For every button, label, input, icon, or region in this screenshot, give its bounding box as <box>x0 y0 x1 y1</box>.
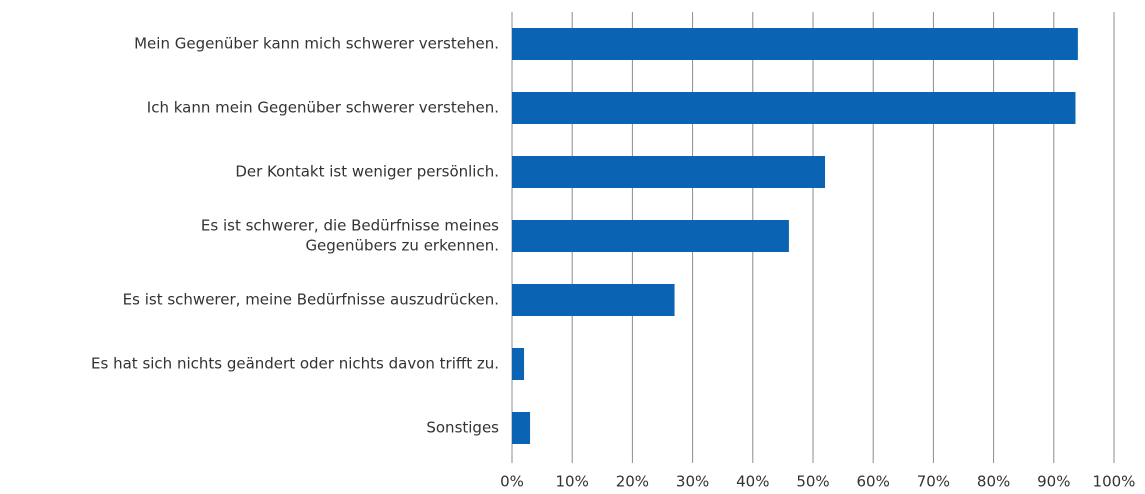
x-tick-label: 40% <box>736 473 769 491</box>
x-tick-label: 50% <box>796 473 829 491</box>
bar <box>512 348 525 380</box>
x-tick-label: 0% <box>500 473 524 491</box>
category-label: Es ist schwerer, die Bedürfnisse meines <box>201 217 499 235</box>
bar <box>512 156 826 188</box>
category-label: Es hat sich nichts geändert oder nichts … <box>91 355 499 373</box>
x-tick-label: 20% <box>616 473 649 491</box>
x-tick-label: 80% <box>977 473 1010 491</box>
bar <box>512 220 789 252</box>
category-label: Gegenübers zu erkennen. <box>305 237 499 255</box>
x-tick-label: 100% <box>1093 473 1136 491</box>
bar <box>512 28 1078 60</box>
category-label: Sonstiges <box>426 419 499 437</box>
bar <box>512 412 531 444</box>
x-tick-label: 90% <box>1037 473 1070 491</box>
category-label: Es ist schwerer, meine Bedürfnisse auszu… <box>123 291 499 309</box>
x-tick-label: 60% <box>857 473 890 491</box>
category-label: Mein Gegenüber kann mich schwerer verste… <box>134 35 499 53</box>
category-label: Der Kontakt ist weniger persönlich. <box>235 163 499 181</box>
x-tick-label: 70% <box>917 473 950 491</box>
x-tick-label: 10% <box>556 473 589 491</box>
category-label: Ich kann mein Gegenüber schwerer versteh… <box>147 99 499 117</box>
bar <box>512 284 675 316</box>
bar <box>512 92 1076 124</box>
x-tick-label: 30% <box>676 473 709 491</box>
